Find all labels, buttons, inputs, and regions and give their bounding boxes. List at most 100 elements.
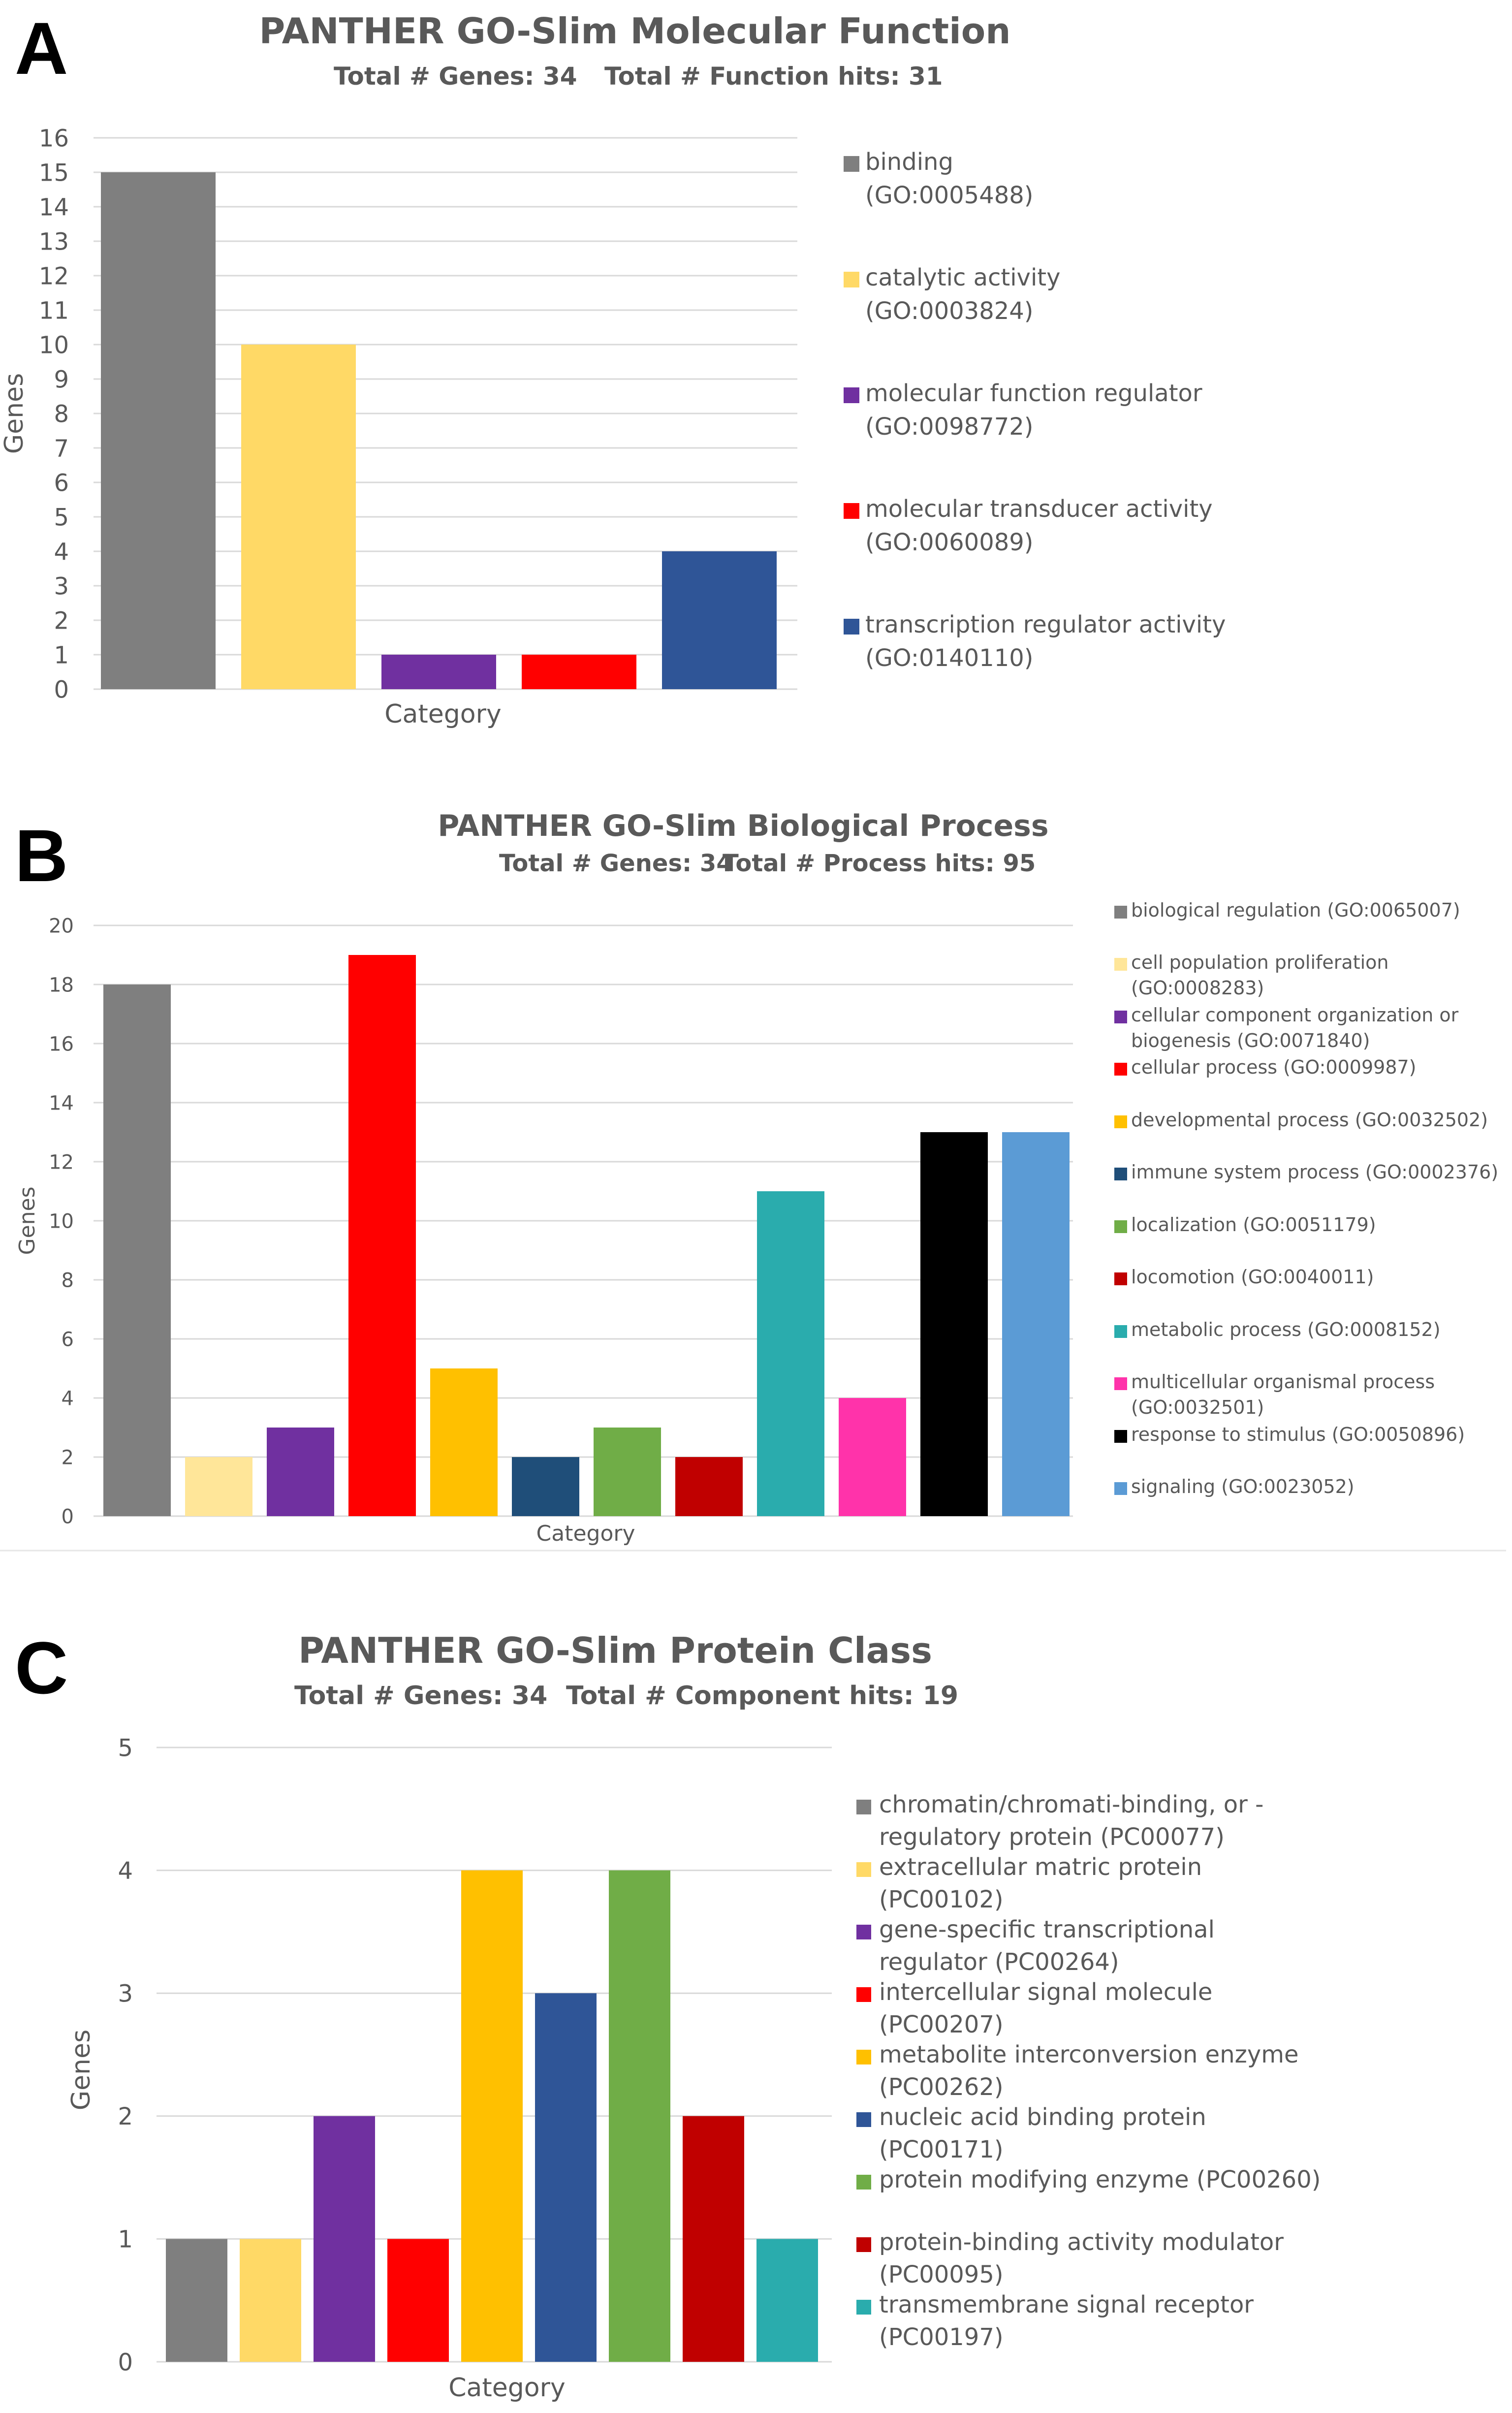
- legend-item: molecular transducer activity (GO:0060089…: [844, 495, 1213, 556]
- legend-swatch: [856, 2175, 871, 2190]
- chart-subtitle-part: Total # Component hits: 19: [566, 1681, 958, 1711]
- legend-swatch: [856, 1925, 871, 1939]
- legend-label: immune system process (GO:0002376): [1131, 1161, 1498, 1183]
- legend-swatch: [1114, 1377, 1127, 1390]
- legend-label: metabolite interconversion enzyme: [879, 2041, 1299, 2068]
- legend-label: (PC00207): [879, 2011, 1004, 2038]
- legend-item: cellular component organization or biogen…: [1114, 1004, 1459, 1051]
- legend-item: binding (GO:0005488): [844, 148, 1034, 209]
- legend-label: (GO:0032501): [1131, 1397, 1264, 1418]
- y-tick-label: 6: [62, 1328, 74, 1351]
- bar: [348, 955, 416, 1516]
- y-tick-label: 12: [39, 262, 69, 290]
- legend-label: catalytic activity: [865, 264, 1061, 291]
- y-tick-label: 1: [54, 641, 69, 669]
- legend-label: (PC00197): [879, 2323, 1004, 2351]
- legend-label: molecular transducer activity: [865, 495, 1213, 523]
- bar: [461, 1870, 523, 2362]
- legend-label: developmental process (GO:0032502): [1131, 1109, 1488, 1131]
- y-tick-label: 14: [49, 1092, 74, 1114]
- chart-panel-c: C PANTHER GO-Slim Protein Class Total # Ge…: [15, 1626, 1321, 2403]
- legend-swatch: [856, 2237, 871, 2252]
- legend-label: (GO:0140110): [865, 644, 1034, 672]
- chart-subtitle-part: Total # Genes: 34: [294, 1681, 547, 1711]
- bar: [662, 551, 777, 689]
- bar: [430, 1368, 498, 1516]
- legend-item: cell population proliferation (GO:0008283…: [1114, 952, 1388, 999]
- y-tick-label: 2: [118, 2103, 133, 2130]
- y-tick-label: 4: [54, 538, 69, 566]
- legend-label: gene-specific transcriptional: [879, 1916, 1215, 1943]
- legend-label: (PC00095): [879, 2261, 1004, 2288]
- legend-label: localization (GO:0051179): [1131, 1214, 1376, 1236]
- legend-label: metabolic process (GO:0008152): [1131, 1319, 1441, 1340]
- chart-panel-b: B PANTHER GO-Slim Biological Process Total…: [15, 809, 1498, 1546]
- y-tick-label: 15: [39, 159, 69, 187]
- legend-swatch: [856, 1987, 871, 2002]
- legend-item: transcription regulator activity (GO:0140…: [844, 611, 1226, 672]
- bar: [387, 2239, 449, 2362]
- legend-item: localization (GO:0051179): [1114, 1214, 1376, 1236]
- y-tick-label: 0: [118, 2349, 133, 2376]
- chart-subtitle-part: Total # Process hits: 95: [723, 850, 1036, 877]
- legend-label: binding: [865, 148, 953, 176]
- legend-item: intercellular signal molecule (PC00207): [856, 1978, 1212, 2038]
- y-tick-label: 10: [39, 331, 69, 359]
- legend-swatch: [844, 503, 859, 519]
- legend-item: biological regulation (GO:0065007): [1114, 899, 1460, 921]
- bar: [512, 1457, 579, 1516]
- legend-swatch: [844, 272, 859, 287]
- legend: chromatin/chromati-binding, or - regulato…: [856, 1791, 1321, 2351]
- legend-swatch: [856, 1862, 871, 1877]
- y-tick-label: 2: [62, 1446, 74, 1469]
- y-tick-label: 7: [54, 435, 69, 462]
- y-tick-label: 4: [118, 1857, 133, 1885]
- y-tick-label: 11: [39, 297, 69, 324]
- legend-swatch: [1114, 958, 1127, 971]
- legend-item: metabolic process (GO:0008152): [1114, 1319, 1441, 1340]
- legend-item: molecular function regulator (GO:0098772): [844, 380, 1202, 441]
- legend-label: response to stimulus (GO:0050896): [1131, 1424, 1465, 1445]
- legend-item: multicellular organismal process (GO:0032…: [1114, 1371, 1435, 1418]
- y-tick-label: 4: [62, 1387, 74, 1410]
- legend-item: gene-specific transcriptional regulator (…: [856, 1916, 1215, 1976]
- panel-letter: A: [15, 7, 68, 90]
- chart-subtitle-part: Total # Function hits: 31: [604, 62, 943, 91]
- panel-letter: C: [15, 1626, 68, 1709]
- y-tick-label: 5: [54, 504, 69, 531]
- legend-swatch: [1114, 1430, 1127, 1443]
- bar: [166, 2239, 227, 2362]
- bar: [594, 1428, 661, 1516]
- legend-label: extracellular matric protein: [879, 1853, 1202, 1881]
- legend-item: protein modifying enzyme (PC00260): [856, 2166, 1321, 2193]
- legend-item: extracellular matric protein (PC00102): [856, 1853, 1202, 1913]
- y-tick-label: 18: [49, 974, 74, 996]
- bar: [839, 1398, 906, 1516]
- legend-label: multicellular organismal process: [1131, 1371, 1435, 1393]
- legend-item: chromatin/chromati-binding, or - regulato…: [856, 1791, 1263, 1851]
- y-tick-label: 3: [54, 572, 69, 600]
- legend-label: regulator (PC00264): [879, 1948, 1119, 1976]
- y-axis-label: Genes: [66, 2030, 96, 2110]
- y-tick-label: 1: [118, 2226, 133, 2254]
- legend-label: transcription regulator activity: [865, 611, 1226, 638]
- bar: [240, 2239, 301, 2362]
- bar: [920, 1132, 988, 1516]
- bar: [522, 655, 636, 689]
- legend-swatch: [1114, 1482, 1127, 1495]
- y-tick-label: 0: [54, 676, 69, 703]
- y-tick-label: 10: [49, 1210, 74, 1233]
- y-tick-label: 20: [49, 915, 74, 937]
- legend-label: (GO:0060089): [865, 529, 1034, 556]
- legend-label: (GO:0005488): [865, 182, 1034, 209]
- legend-label: (PC00102): [879, 1886, 1004, 1913]
- legend-item: response to stimulus (GO:0050896): [1114, 1424, 1465, 1445]
- y-tick-label: 5: [118, 1734, 133, 1762]
- legend-label: intercellular signal molecule: [879, 1978, 1212, 2006]
- legend-label: (PC00262): [879, 2073, 1004, 2101]
- y-tick-label: 8: [62, 1269, 74, 1292]
- legend-label: signaling (GO:0023052): [1131, 1476, 1354, 1497]
- legend-swatch: [1114, 1063, 1127, 1076]
- x-axis-label: Category: [448, 2373, 566, 2403]
